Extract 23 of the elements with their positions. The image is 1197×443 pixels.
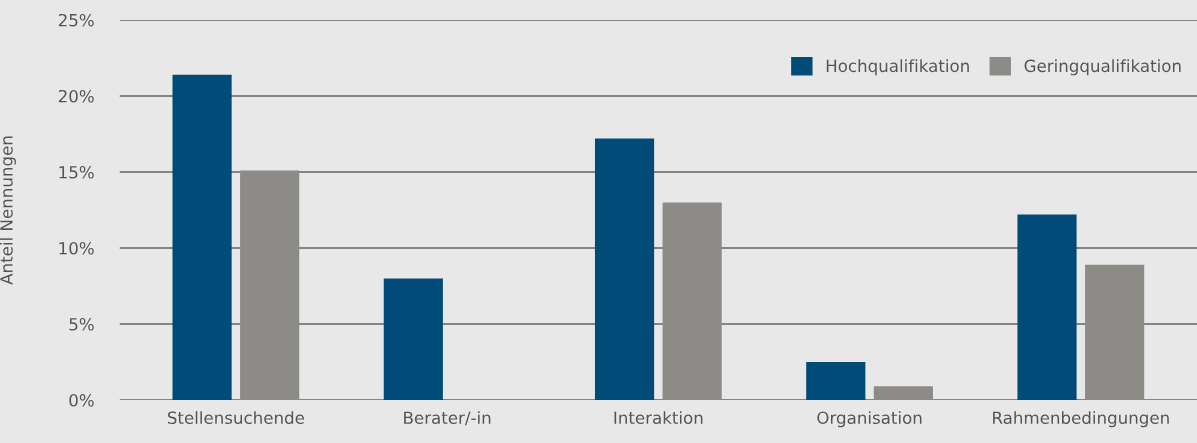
x-tick-label: Rahmenbedingungen <box>993 411 1169 428</box>
y-tick-label: 25% <box>58 13 94 27</box>
y-tick-label: 10% <box>59 241 94 255</box>
legend-label: Geringqualifikation <box>1024 59 1181 76</box>
bar <box>806 362 866 401</box>
legend-label: Hochqualifikation <box>826 59 969 76</box>
bar <box>1085 264 1145 401</box>
bar <box>383 278 443 401</box>
bar <box>1017 214 1077 401</box>
y-tick-label: 15% <box>59 165 94 179</box>
x-tick-label: Berater/-in <box>404 411 491 426</box>
y-tick-label: 20% <box>58 89 94 103</box>
y-tick-label: 5% <box>69 317 94 331</box>
x-tick-label: Organisation <box>817 411 922 428</box>
y-tick-label: 0% <box>69 393 94 407</box>
bar <box>873 386 933 401</box>
bar <box>594 138 655 401</box>
bar <box>240 170 300 401</box>
x-tick-label: Interaktion <box>614 411 703 425</box>
x-tick-label: Stellensuchende <box>167 411 305 425</box>
bar <box>662 202 722 401</box>
y-axis-title: Anteil Nennungen <box>0 136 16 285</box>
bar <box>172 74 232 401</box>
